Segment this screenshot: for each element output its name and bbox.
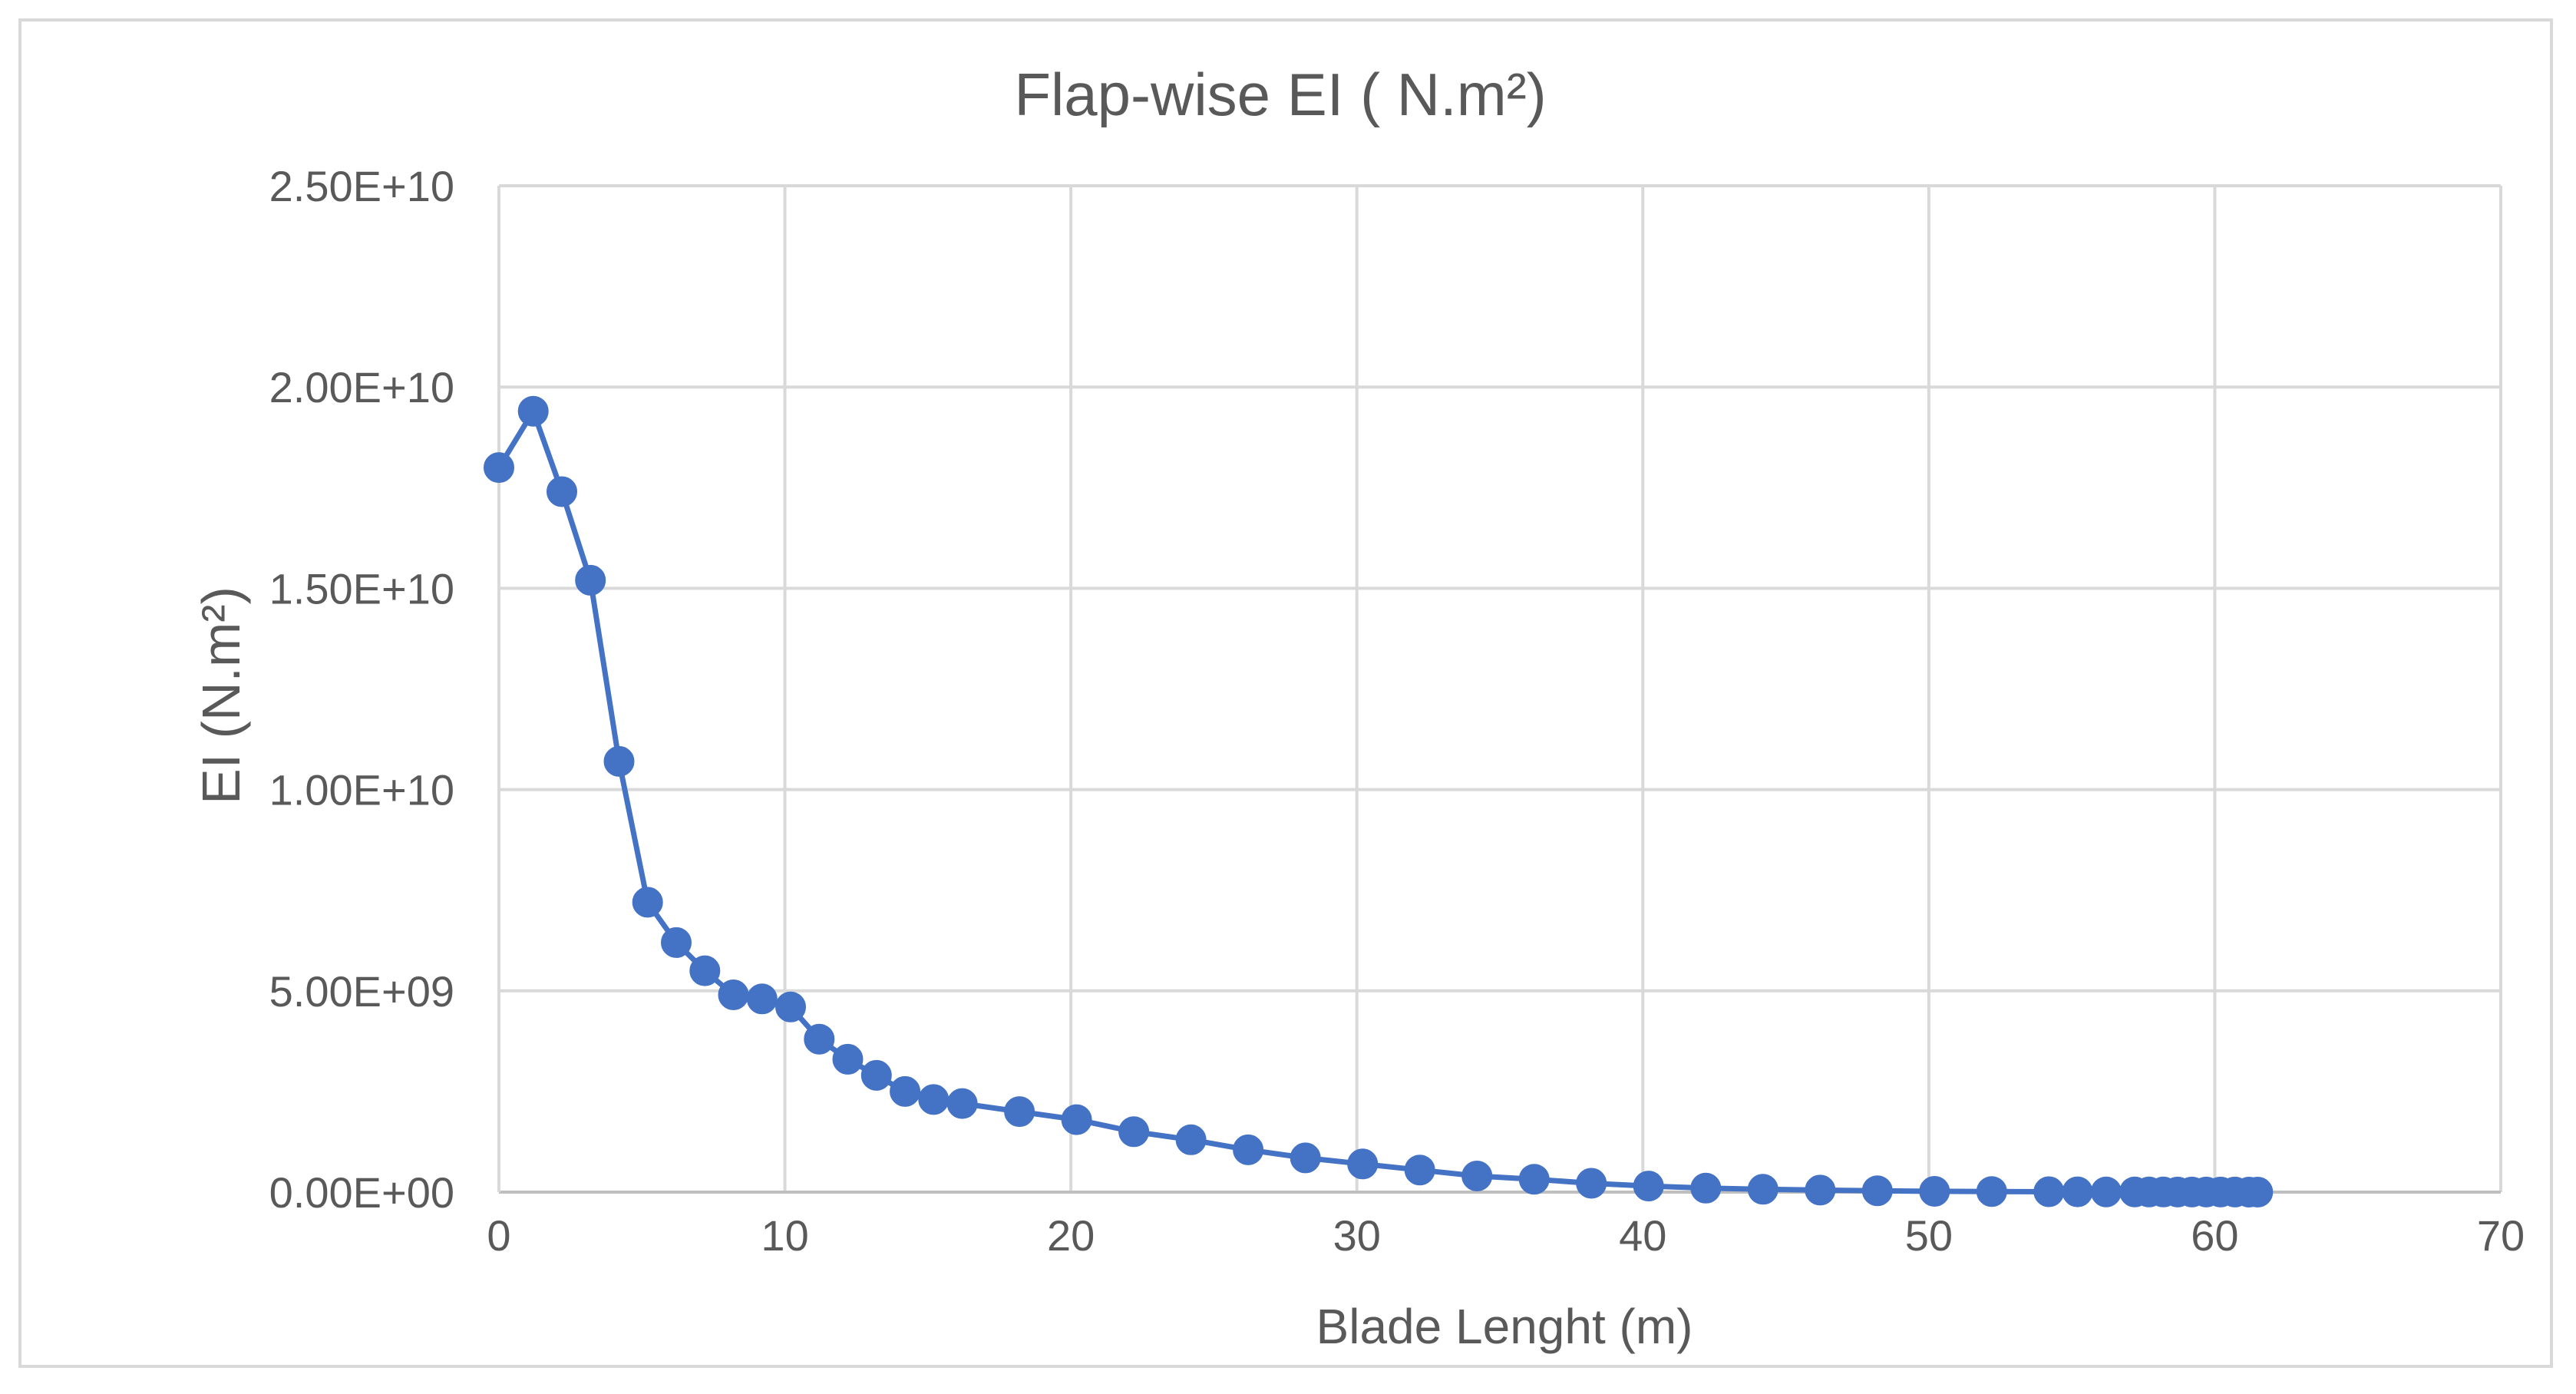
y-tick-label: 2.50E+10 — [269, 162, 454, 210]
data-point — [632, 887, 663, 918]
data-point — [2033, 1176, 2065, 1207]
x-tick-label: 40 — [1619, 1211, 1666, 1260]
y-axis-title: EI (N.m²) — [191, 586, 251, 804]
y-tick-label: 5.00E+09 — [269, 967, 454, 1016]
data-point — [1290, 1142, 1321, 1174]
x-tick-label: 70 — [2477, 1211, 2525, 1260]
x-tick-label: 60 — [2191, 1211, 2238, 1260]
data-point — [890, 1075, 921, 1107]
data-point — [946, 1088, 978, 1119]
data-point — [484, 452, 514, 484]
data-point — [547, 476, 577, 507]
data-point — [804, 1023, 835, 1055]
data-point — [575, 564, 606, 596]
data-point — [1805, 1174, 1836, 1206]
data-point — [1919, 1176, 1950, 1207]
data-point — [860, 1059, 892, 1091]
data-point — [603, 745, 635, 777]
data-point — [661, 927, 692, 958]
y-tick-label: 2.00E+10 — [269, 363, 454, 411]
data-point — [689, 955, 721, 986]
x-tick-label: 10 — [761, 1211, 808, 1260]
data-point — [1576, 1168, 1607, 1199]
data-point — [1747, 1174, 1778, 1205]
data-point — [1861, 1175, 1893, 1207]
data-point — [718, 979, 749, 1010]
data-point — [2062, 1176, 2093, 1207]
y-tick-label: 1.50E+10 — [269, 564, 454, 613]
data-point — [2090, 1176, 2122, 1207]
data-point — [1461, 1161, 1493, 1191]
series-line — [496, 408, 2261, 1195]
x-tick-label: 0 — [487, 1211, 510, 1260]
data-point — [1690, 1172, 1722, 1204]
data-point — [1004, 1096, 1035, 1128]
data-point — [775, 991, 806, 1022]
data-point — [1976, 1176, 2007, 1207]
data-point — [517, 395, 549, 427]
chart-area — [18, 18, 2553, 1368]
x-tick-label: 20 — [1047, 1211, 1095, 1260]
series-flap-wise-ei — [484, 395, 2274, 1207]
data-point — [1118, 1116, 1150, 1148]
data-point — [1404, 1155, 1435, 1186]
grid-lines — [499, 184, 2502, 1192]
y-tick-label: 1.00E+10 — [269, 766, 454, 814]
axes — [497, 186, 2501, 1194]
data-point — [1518, 1164, 1550, 1195]
x-tick-label: 50 — [1905, 1211, 1953, 1260]
data-point — [1175, 1124, 1207, 1155]
data-point — [1633, 1171, 1664, 1202]
data-point — [2242, 1177, 2274, 1207]
y-tick-label: 0.00E+00 — [269, 1168, 454, 1217]
data-point — [832, 1043, 864, 1075]
tick-labels: 0 10 20 30 40 50 60 70 0.00E+00 5.00E+09 1.00E+10 1… — [269, 162, 2525, 1260]
data-point — [1061, 1104, 1092, 1135]
data-point — [1347, 1148, 1379, 1180]
data-point — [1233, 1134, 1264, 1165]
data-point — [746, 983, 778, 1015]
x-axis-title: Blade Lenght (m) — [1316, 1299, 1693, 1354]
data-point — [918, 1084, 949, 1115]
chart-title: Flap-wise EI ( N.m²) — [1014, 61, 1546, 128]
x-tick-label: 30 — [1333, 1211, 1381, 1260]
